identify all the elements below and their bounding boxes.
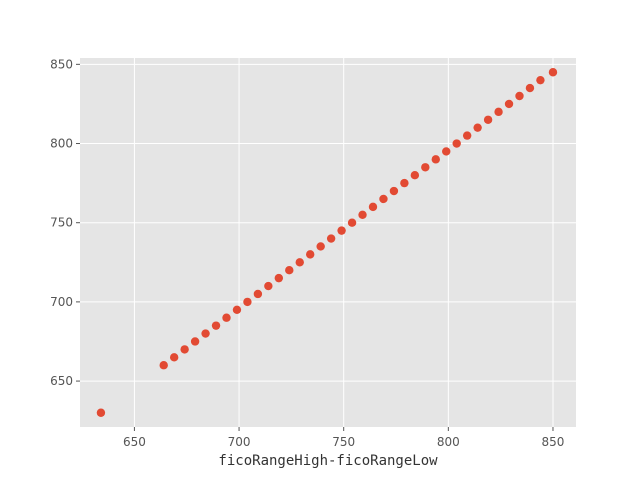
- x-tick-label: 650: [123, 435, 146, 449]
- data-point: [452, 139, 461, 148]
- data-point: [285, 266, 294, 275]
- data-point: [421, 163, 430, 172]
- x-axis-label: ficoRangeHigh-ficoRangeLow: [218, 453, 438, 469]
- data-point: [253, 289, 263, 299]
- y-tick-label: 850: [50, 57, 73, 71]
- data-point: [525, 83, 535, 93]
- y-tick-label: 750: [50, 216, 73, 230]
- y-tick-label: 700: [50, 295, 73, 309]
- data-point: [358, 210, 367, 219]
- data-point: [389, 186, 399, 196]
- x-tick-label: 700: [228, 435, 251, 449]
- data-point: [442, 147, 451, 156]
- data-point: [190, 337, 200, 346]
- data-point: [504, 99, 514, 109]
- data-point: [159, 361, 168, 370]
- data-point: [548, 68, 558, 77]
- data-point: [379, 194, 388, 204]
- data-point: [410, 170, 420, 180]
- data-point: [96, 408, 106, 417]
- data-point: [483, 115, 493, 124]
- x-tick-label: 800: [437, 435, 460, 449]
- data-point: [180, 345, 189, 354]
- data-point: [306, 250, 315, 259]
- y-tick-label: 650: [50, 374, 73, 388]
- data-point: [400, 178, 409, 188]
- data-point: [494, 107, 503, 117]
- data-points: [96, 68, 558, 417]
- data-point: [326, 234, 336, 243]
- data-point: [211, 321, 221, 330]
- data-point: [201, 329, 210, 338]
- data-point: [316, 242, 325, 251]
- x-tick-labels: 650 700 750 800 850: [123, 427, 564, 449]
- data-point: [337, 226, 346, 235]
- data-point: [222, 313, 231, 322]
- data-point: [431, 155, 440, 164]
- y-tick-label: 800: [50, 137, 73, 151]
- data-point: [347, 218, 357, 227]
- x-tick-label: 750: [332, 435, 355, 449]
- data-point: [232, 305, 242, 315]
- data-point: [368, 202, 378, 212]
- data-point: [169, 353, 179, 362]
- x-tick-label: 850: [542, 435, 565, 449]
- data-point: [274, 273, 284, 283]
- data-point: [536, 75, 545, 85]
- grid-lines: [80, 58, 576, 427]
- data-point: [295, 258, 304, 267]
- data-point: [462, 131, 472, 140]
- data-point: [264, 281, 273, 291]
- data-point: [243, 297, 252, 307]
- y-tick-labels: 650 700 750 800 850: [50, 57, 80, 388]
- data-point: [515, 91, 524, 101]
- data-point: [473, 123, 482, 132]
